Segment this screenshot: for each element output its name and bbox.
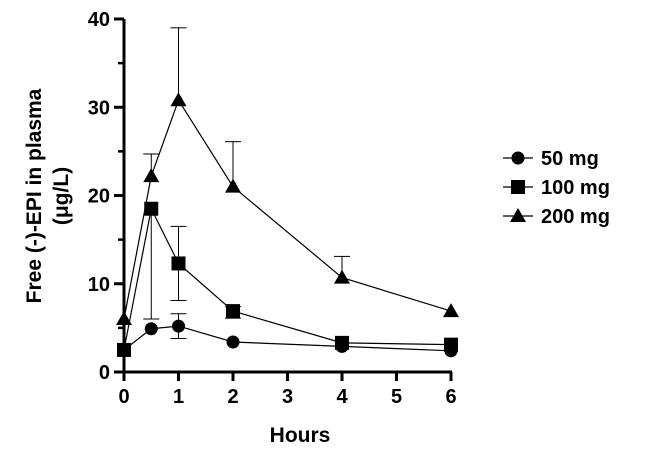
x-axis-title: Hours [270, 424, 331, 447]
legend-marker-100-mg [511, 180, 525, 194]
data-point-100-mg [117, 342, 131, 357]
error-bars [143, 27, 350, 339]
data-point-200-mg [170, 92, 187, 107]
y-tick-label: 40 [88, 9, 110, 31]
data-point-200-mg [443, 303, 459, 318]
data-point-100-mg [226, 304, 240, 319]
x-tick-label: 0 [118, 386, 129, 408]
data-point-100-mg [335, 335, 349, 350]
data-point-100-mg [144, 201, 159, 216]
legend-label: 100 mg [541, 177, 610, 199]
series-lines [123, 98, 452, 352]
data-point-200-mg [225, 178, 241, 193]
legend-item-200-mg: 200 mg [503, 206, 610, 228]
y-tick-label: 30 [88, 97, 110, 119]
y-axis-title-line1: Free (-)-EPI in plasma [23, 88, 46, 303]
legend-label: 200 mg [541, 206, 610, 228]
legend-marker-200-mg [510, 208, 526, 222]
x-tick-label: 4 [336, 386, 348, 408]
y-tick-label: 10 [88, 274, 110, 296]
data-point-50-mg [144, 322, 158, 336]
axes [114, 17, 453, 381]
tick-labels: 0 10 20 30 40 0 1 2 3 4 5 6 [88, 9, 457, 408]
legend-label: 50 mg [541, 148, 599, 170]
legend-item-50-mg: 50 mg [503, 148, 599, 170]
x-tick-label: 1 [173, 386, 184, 408]
data-point-50-mg [172, 319, 185, 333]
y-tick-label: 0 [99, 362, 110, 384]
y-tick-label: 20 [88, 186, 110, 208]
x-tick-label: 2 [227, 386, 238, 408]
data-point-200-mg [334, 269, 350, 284]
data-point-50-mg [226, 335, 240, 349]
legend: 50 mg 100 mg 200 mg [503, 148, 610, 228]
series-line-100-mg [123, 206, 452, 351]
x-tick-label: 5 [391, 386, 402, 408]
legend-marker-50-mg [511, 151, 525, 165]
data-point-100-mg [171, 256, 186, 271]
x-tick-label: 6 [445, 386, 456, 408]
legend-item-100-mg: 100 mg [503, 177, 610, 199]
data-point-200-mg [116, 311, 132, 326]
data-point-100-mg [444, 337, 458, 352]
y-axis-title-line2: (μg/L) [50, 167, 73, 225]
data-point-200-mg [143, 168, 160, 183]
series-markers [116, 92, 459, 358]
x-tick-label: 3 [282, 386, 293, 408]
series-line-200-mg [123, 98, 452, 320]
